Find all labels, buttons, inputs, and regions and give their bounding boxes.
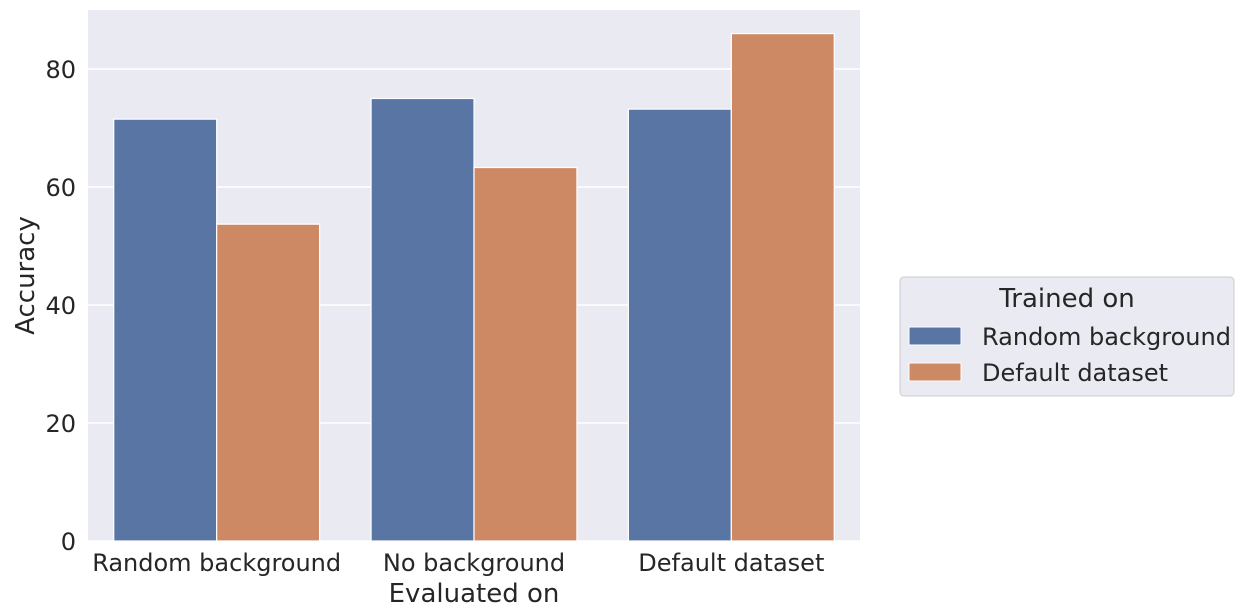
y-tick-label: 20	[45, 410, 76, 438]
legend-swatch	[908, 362, 962, 382]
x-tick-label: Default dataset	[638, 549, 824, 577]
legend-label: Default dataset	[982, 359, 1168, 387]
legend-swatch	[908, 326, 962, 346]
y-tick-label: 0	[61, 528, 76, 556]
legend-title: Trained on	[998, 284, 1135, 314]
x-axis-label: Evaluated on	[389, 579, 560, 609]
y-tick-label: 80	[45, 56, 76, 84]
y-axis-label: Accuracy	[11, 216, 41, 335]
x-tick-labels: Random background No background Default da…	[92, 549, 824, 577]
bar	[113, 118, 218, 542]
bar	[627, 108, 732, 542]
bar	[473, 166, 578, 542]
x-tick-label: Random background	[92, 549, 341, 577]
legend-label: Random background	[982, 323, 1231, 351]
legend: Trained on Random background Default data…	[899, 276, 1235, 397]
bar	[370, 97, 475, 542]
bar	[216, 223, 321, 542]
legend-entries: Random background Default dataset	[908, 323, 1231, 387]
legend-box	[899, 276, 1235, 397]
y-tick-label: 60	[45, 174, 76, 202]
bar	[730, 32, 835, 542]
x-tick-label: No background	[383, 549, 565, 577]
y-tick-label: 40	[45, 292, 76, 320]
bars	[113, 32, 835, 542]
y-tick-labels: 0 20 40 60 80	[45, 56, 76, 556]
